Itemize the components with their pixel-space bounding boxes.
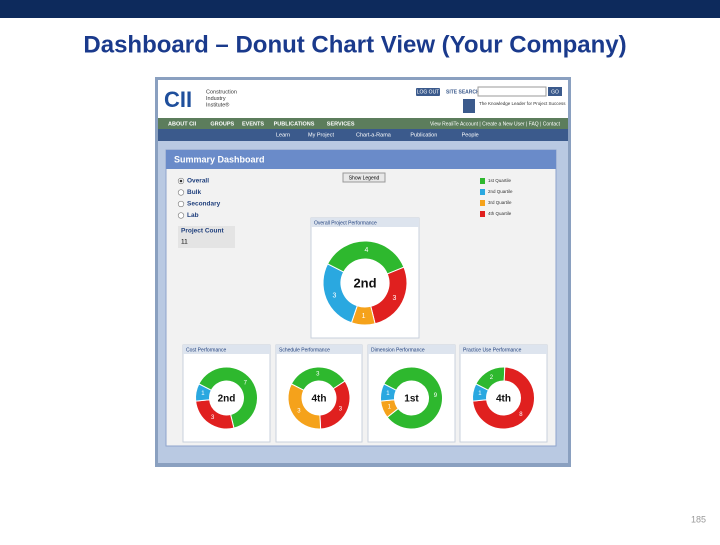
logout-label: LOG OUT [417,89,440,95]
segment-label: 3 [339,406,343,412]
slide-title: Dashboard – Donut Chart View (Your Compa… [83,31,626,58]
donut-title: Cost Performance [186,347,227,353]
segment-label: 3 [332,292,336,299]
search-label: SITE SEARCH: [446,89,482,95]
nav-link[interactable]: GROUPS [210,121,234,127]
go-label: GO [551,89,559,95]
legend-label: 4th Quartile [488,211,512,216]
legend-swatch [480,189,485,195]
donut-title: Dimension Performance [371,347,425,353]
segment-label: 3 [211,415,215,421]
legend-label: 2nd Quartile [488,189,513,194]
legend-swatch [480,200,485,206]
donut-card-header [460,345,547,354]
donut-segment [472,383,490,402]
donut-segment [472,366,535,430]
nav-link[interactable]: EVENTS [242,121,264,127]
go-button[interactable] [548,87,562,96]
radio-label: Lab [187,212,199,219]
radio[interactable] [177,189,185,196]
segment-label: 1 [388,405,392,411]
nav-right[interactable]: View RealiTe Account | Create a New User… [430,121,561,127]
donut-segment [383,366,443,430]
show-legend-button[interactable] [342,172,386,183]
segment-label: 3 [316,372,320,378]
donut-segment [380,383,398,402]
logout-button[interactable] [416,88,440,96]
legend-swatch [480,178,485,184]
donut-card-header [183,345,270,354]
legend-label: 3rd Quartile [488,200,512,205]
panel-title-bar [166,150,556,169]
nav-link[interactable]: PUBLICATIONS [274,121,315,127]
segment-label: 3 [392,295,396,302]
project-count-label: Project Count [181,228,224,235]
donut-title: Schedule Performance [279,347,330,353]
legend-label: 1st Quartile [488,178,512,183]
segment-label: 9 [434,393,438,399]
donut-card-header [311,218,419,227]
radio[interactable] [177,200,185,208]
donut-rank: 2nd [353,275,376,290]
project-count-box [178,226,235,248]
donut-rank: 1st [404,394,419,405]
nav-link[interactable]: SERVICES [327,121,355,127]
donut-segment [198,366,258,429]
donut-card-header [368,345,455,354]
radio-label: Secondary [187,201,221,208]
donut-card-header [276,345,362,354]
logo-text: Industry [206,96,226,102]
nav-bar [158,118,568,129]
nav-link[interactable]: ABOUT CII [168,121,197,127]
sub-nav-link[interactable]: Publication [410,132,437,138]
donut-title: Practice Use Performance [463,347,522,353]
sub-nav-link[interactable]: Learn [276,132,290,138]
legend-swatch [480,211,485,217]
sub-nav-bar [158,129,568,141]
segment-label: 2 [490,375,494,381]
app-header [158,80,568,118]
search-input[interactable] [477,86,547,97]
radio-dot [179,179,183,183]
logo: CII [164,87,192,112]
segment-label: 1 [386,391,390,397]
tagline: The Knowledge Leader for Project Success [479,101,566,106]
logo-text: Institute® [206,101,229,108]
donut-rank: 2nd [218,394,236,405]
tagline-icon [463,99,475,113]
donut-segment [195,383,213,402]
donut-rank: 4th [496,394,511,405]
donut-rank: 4th [312,394,327,405]
segment-label: 4 [364,247,368,254]
radio-label: Bulk [187,189,201,196]
segment-label: 1 [478,391,482,397]
segment-label: 1 [201,391,205,397]
panel-title: Summary Dashboard [174,154,265,164]
show-legend-label: Show Legend [349,175,380,181]
logo-text: Construction [206,89,237,95]
page-number: 185 [691,514,706,524]
project-count: 11 [181,239,188,246]
sub-nav-link[interactable]: My Project [308,132,334,138]
donut-segment [322,263,358,324]
radio-label: Overall [187,178,209,185]
radio[interactable] [177,212,185,219]
donut-segment [287,383,322,430]
sub-nav-link[interactable]: Chart-a-Rama [356,132,392,138]
segment-label: 8 [519,412,523,418]
segment-label: 3 [297,409,301,415]
donut-title: Overall Project Performance [314,220,377,226]
top-band [0,0,720,18]
sub-nav-link[interactable]: People [462,132,479,138]
segment-label: 7 [244,381,248,387]
segment-label: 1 [362,313,366,320]
